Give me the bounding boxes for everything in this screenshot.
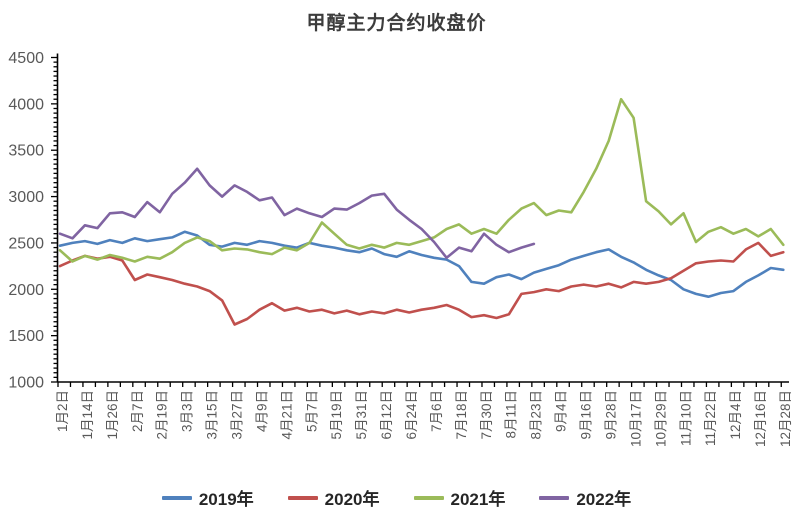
y-tick-label: 3000 [8, 189, 44, 206]
legend-item-2021年: 2021年 [413, 485, 506, 510]
x-tick-label: 7月30日 [479, 390, 494, 440]
x-tick-label: 11月22日 [703, 390, 718, 446]
x-tick-label: 8月23日 [529, 390, 544, 440]
legend-swatch [161, 495, 192, 500]
y-tick-label: 1000 [8, 375, 44, 392]
x-tick-label: 9月28日 [603, 390, 618, 440]
chart-title: 甲醇主力合约收盘价 [306, 13, 487, 34]
x-tick-label: 4月21日 [279, 390, 294, 440]
legend-swatch [413, 495, 444, 500]
legend-label: 2022年 [576, 490, 632, 509]
series-line-2022年 [58, 167, 536, 260]
legend-item-2020年: 2020年 [287, 485, 380, 510]
x-tick-label: 3月27日 [230, 390, 245, 440]
x-tick-label: 3月15日 [205, 390, 220, 440]
plot-area: 4500 4000 3500 3000 2500 2000 1500 1000 1月2日 1月14… [8, 50, 793, 447]
x-tick-label: 2月7日 [130, 390, 145, 432]
x-tick-label: 11月10日 [678, 390, 693, 446]
x-tick-label: 1月2日 [55, 390, 70, 432]
x-tick-label: 3月3日 [180, 390, 195, 432]
x-tick-label: 8月11日 [504, 390, 519, 439]
legend: 2019年 2020年 2021年 2022年 [0, 485, 793, 510]
x-tick-label: 6月12日 [379, 390, 394, 440]
x-tick-label: 5月31日 [354, 390, 369, 440]
y-tick-label: 1500 [8, 328, 44, 345]
y-tick-label: 3500 [8, 143, 44, 160]
series-line-2020年 [58, 241, 785, 326]
legend-swatch [539, 495, 570, 500]
legend-item-2019年: 2019年 [161, 485, 254, 510]
x-tick-label: 10月29日 [653, 390, 668, 447]
x-tick-label: 2月19日 [155, 390, 170, 440]
x-tick-label: 1月26日 [105, 390, 120, 440]
x-tick-label: 7月6日 [429, 390, 444, 432]
series-line-2019年 [58, 230, 785, 299]
legend-item-2022年: 2022年 [539, 485, 631, 510]
x-tick-label: 10月17日 [628, 390, 643, 447]
x-tick-label: 5月7日 [304, 390, 319, 432]
y-tick-label: 4500 [8, 50, 44, 67]
x-tick-label: 1月14日 [80, 390, 95, 440]
y-tick-label: 2500 [8, 235, 44, 252]
y-tick-label: 2000 [8, 282, 44, 299]
legend-label: 2019年 [198, 490, 254, 509]
x-tick-label: 9月16日 [579, 390, 594, 440]
x-tick-label: 9月4日 [554, 390, 569, 432]
legend-label: 2020年 [324, 490, 380, 509]
x-tick-label: 12月16日 [753, 390, 768, 447]
x-tick-label: 6月24日 [404, 390, 419, 440]
legend-label: 2021年 [450, 490, 506, 509]
x-tick-label: 12月4日 [728, 390, 743, 440]
y-tick-label: 4000 [8, 96, 44, 113]
series-line-2021年 [58, 97, 785, 263]
x-tick-label: 5月19日 [329, 390, 344, 440]
x-tick-label: 12月28日 [778, 390, 793, 447]
x-tick-label: 4月9日 [254, 390, 269, 432]
x-tick-label: 7月18日 [454, 390, 469, 440]
legend-swatch [287, 495, 318, 500]
